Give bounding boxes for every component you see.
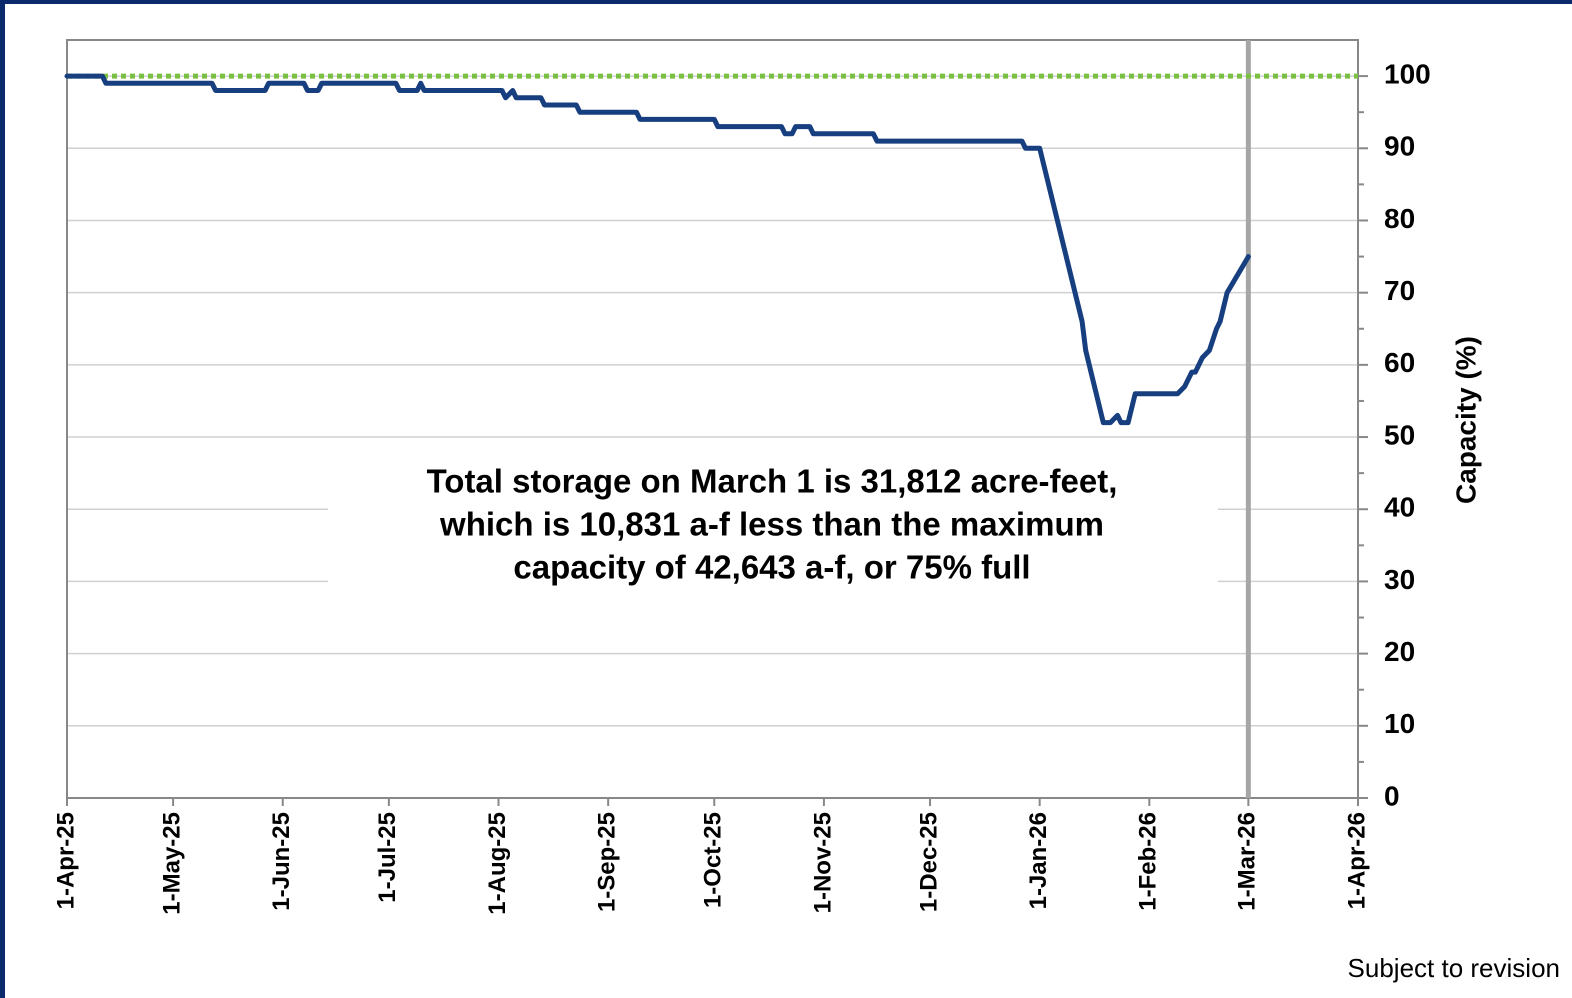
y-tick-label: 70: [1384, 275, 1415, 306]
annotation: which is 10,831 a-f less than the maximu…: [439, 506, 1104, 543]
y-tick-label: 90: [1384, 131, 1415, 162]
x-tick-label: 1-Aug-25: [484, 812, 511, 915]
y-tick-label: 30: [1384, 564, 1415, 595]
y-tick-label: 10: [1384, 708, 1415, 739]
y-tick-label: 50: [1384, 419, 1415, 450]
y-tick-label: 40: [1384, 492, 1415, 523]
x-tick-label: 1-Jul-25: [374, 812, 401, 903]
y-tick-label: 60: [1384, 347, 1415, 378]
x-tick-label: 1-Oct-25: [700, 812, 727, 908]
x-tick-label: 1-Jun-25: [268, 812, 295, 911]
x-tick-label: 1-Feb-26: [1135, 812, 1162, 911]
y-tick-label: 20: [1384, 636, 1415, 667]
annotation-box: [328, 455, 1218, 600]
x-tick-label: 1-Jan-26: [1025, 812, 1052, 909]
note: Subject to revision: [1348, 953, 1560, 983]
x-tick-label: 1-Nov-25: [809, 812, 836, 913]
y-tick-label: 0: [1384, 780, 1400, 811]
x-tick-label: 1-May-25: [158, 812, 185, 915]
annotation: capacity of 42,643 a-f, or 75% full: [513, 549, 1030, 586]
y-tick-label: 80: [1384, 203, 1415, 234]
data-line: [64, 73, 1251, 426]
plot-frame: [66, 39, 1359, 799]
y-tick-label: 100: [1384, 58, 1431, 89]
y-axis-label: Capacity (%): [1450, 336, 1481, 504]
x-tick-label: 1-Sep-25: [594, 812, 621, 912]
x-tick-label: 1-Dec-25: [915, 812, 942, 912]
annotation: Total storage on March 1 is 31,812 acre-…: [427, 463, 1118, 500]
x-tick-label: 1-Apr-26: [1343, 812, 1370, 909]
x-tick-label: 1-Apr-25: [52, 812, 79, 909]
x-tick-label: 1-Mar-26: [1234, 812, 1261, 911]
